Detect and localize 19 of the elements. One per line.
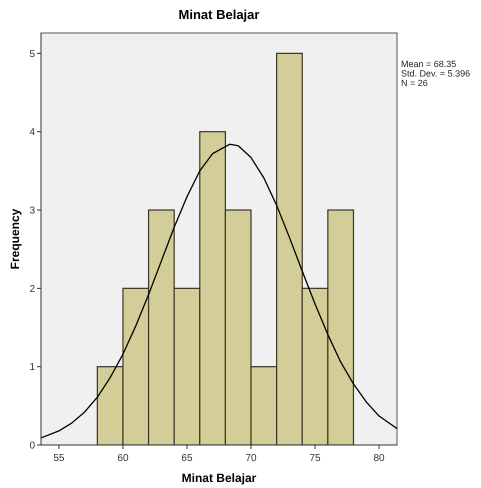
- text: N = 26: [401, 78, 428, 88]
- x-tick-label: 55: [53, 453, 65, 464]
- y-axis-title: Frequency: [8, 208, 22, 270]
- line-series: [41, 144, 397, 439]
- y-tick-label: 5: [29, 48, 36, 60]
- x-tick-label: 65: [181, 453, 193, 464]
- chart-title: Minat Belajar: [178, 7, 260, 22]
- x-tick-label: 70: [245, 453, 258, 464]
- x-tick-label: 60: [117, 453, 129, 464]
- x-axis-title: Minat Belajar: [182, 471, 257, 485]
- x-tick-label: 75: [309, 453, 322, 464]
- y-tick-label: 3: [29, 206, 36, 217]
- text: Mean = 68.35: [401, 59, 456, 69]
- y-tick-label: 2: [29, 284, 36, 295]
- y-tick-label: 0: [29, 440, 36, 452]
- y-tick-label: 1: [29, 362, 36, 374]
- x-tick-label: 80: [374, 453, 386, 464]
- text: Std. Dev. = 5.396: [401, 68, 470, 78]
- y-tick-label: 4: [29, 127, 36, 138]
